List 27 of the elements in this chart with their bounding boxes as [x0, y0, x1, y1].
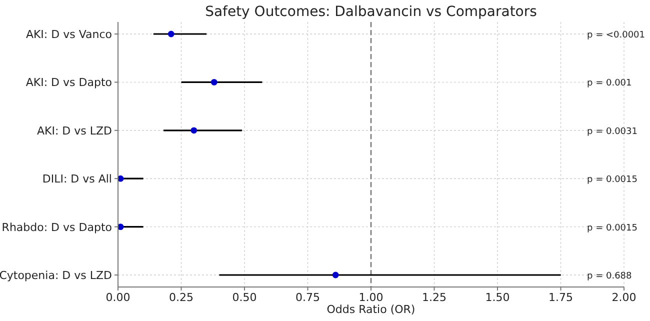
y-tick-label: Cytopenia: D vs LZD: [0, 269, 112, 282]
y-tick-label: DILI: D vs All: [42, 172, 112, 186]
x-tick-label: 1.75: [548, 291, 573, 304]
x-tick-label: 0.50: [232, 291, 257, 304]
point: [210, 79, 218, 86]
y-tick-label: AKI: D vs Vanco: [26, 28, 112, 41]
annotation: p = 0.688: [587, 272, 632, 282]
y-tick-label: Rhabdo: D vs Dapto: [2, 220, 112, 234]
x-tick-label: 1.25: [422, 291, 446, 304]
x-tick-label: 2.00: [612, 291, 636, 304]
chart-title: Safety Outcomes: Dalbavancin vs Comparators: [205, 4, 537, 20]
point: [332, 272, 339, 278]
point: [168, 30, 174, 38]
annotation: p = 0.0015: [587, 223, 638, 234]
annotation: p = 0.0031: [587, 126, 638, 137]
x-tick-label: 1.50: [485, 291, 510, 304]
annotation: p = <0.0001: [587, 30, 646, 40]
x-tick-label: 0.25: [169, 291, 194, 304]
x-tick-label: 1.00: [358, 291, 384, 304]
y-tick-label: AKI: D vs LZD: [36, 124, 112, 138]
annotation: p = 0.001: [587, 78, 632, 89]
x-axis-title: Odds Ratio (OR): [326, 303, 416, 316]
y-tick-label: AKI: D vs Dapto: [26, 76, 112, 90]
x-tick-label: 0.00: [106, 291, 130, 304]
x-tick-label: 0.75: [296, 291, 320, 304]
point: [190, 127, 198, 134]
annotation: p = 0.0015: [587, 175, 638, 186]
